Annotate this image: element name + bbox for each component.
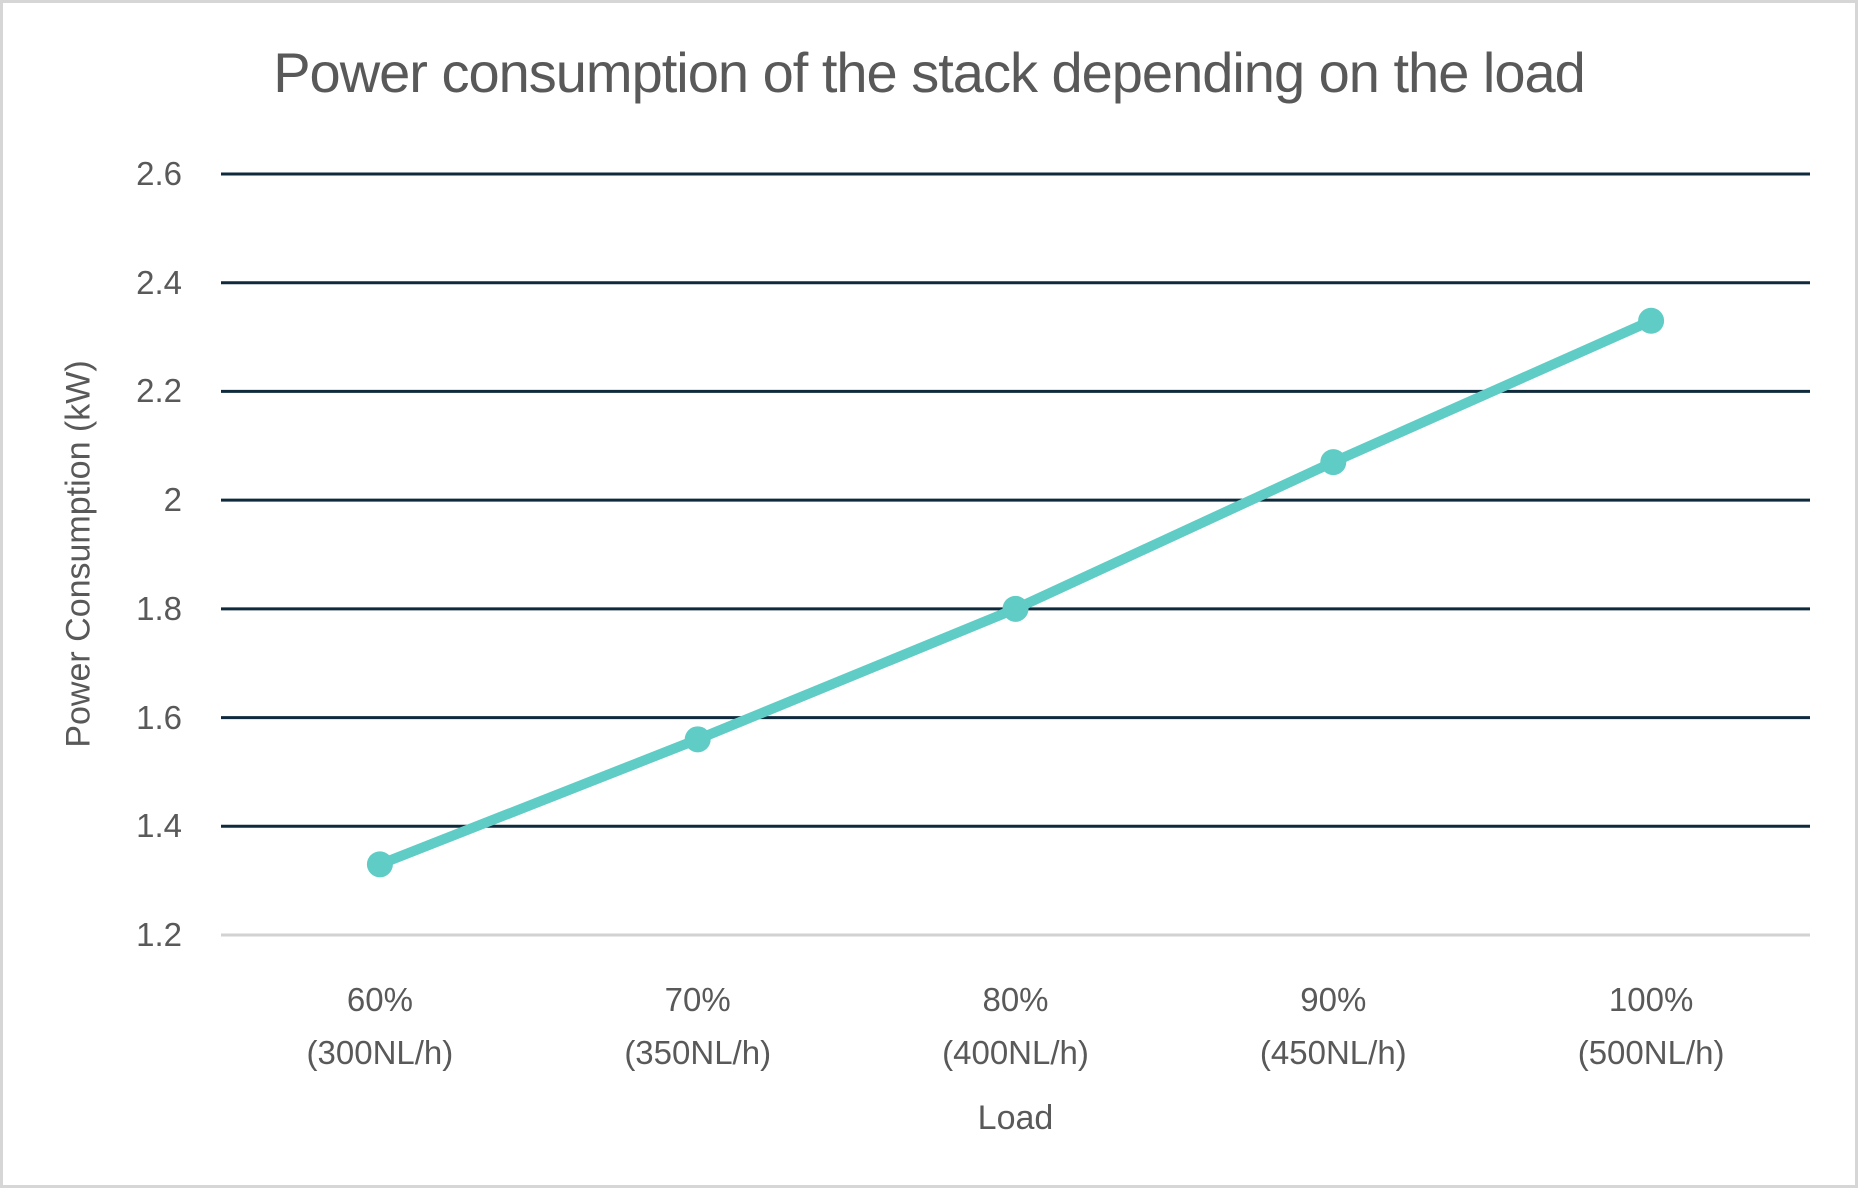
series-line [374, 315, 1657, 870]
y-tick-label: 2.4 [136, 263, 182, 301]
x-tick-percent: 80% [982, 981, 1049, 1018]
x-tick-label: 80% (400NL/h) [857, 973, 1175, 1079]
x-tick-percent: 70% [664, 981, 731, 1018]
x-tick-label: 90% (450NL/h) [1174, 973, 1492, 1079]
data-point-marker [1002, 595, 1029, 622]
x-tick-label: 70% (350NL/h) [539, 973, 857, 1079]
y-axis-title: Power Consumption (kW) [59, 360, 98, 748]
y-tick-label: 1.8 [136, 589, 182, 627]
y-tick-label: 1.4 [136, 807, 182, 845]
y-tick-label: 1.2 [136, 916, 182, 953]
x-tick-flow: (500NL/h) [1577, 1034, 1725, 1071]
y-tick-label: 1.6 [136, 698, 182, 736]
plot-area [221, 172, 1810, 937]
x-tick-percent: 90% [1300, 981, 1367, 1018]
x-tick-flow: (400NL/h) [942, 1034, 1089, 1071]
x-tick-flow: (350NL/h) [624, 1034, 772, 1071]
chart-title: Power consumption of the stack depending… [273, 41, 1586, 104]
data-point-marker [1638, 307, 1665, 334]
x-tick-flow: (450NL/h) [1259, 1034, 1407, 1071]
x-tick-percent: 60% [346, 981, 413, 1018]
x-tick-label: 100% (500NL/h) [1492, 973, 1810, 1079]
y-tick-label: 2.2 [136, 372, 182, 410]
line-chart-svg [221, 172, 1810, 937]
x-tick-percent: 100% [1608, 981, 1694, 1018]
data-point-marker [366, 851, 393, 878]
y-tick-label: 2 [163, 481, 182, 519]
y-tick-label: 2.6 [136, 155, 182, 192]
x-tick-label: 60% (300NL/h) [221, 973, 539, 1079]
data-point-marker [684, 726, 711, 753]
x-axis-title: Load [977, 1099, 1054, 1137]
data-point-marker [1320, 449, 1347, 476]
x-tick-flow: (300NL/h) [306, 1034, 454, 1071]
